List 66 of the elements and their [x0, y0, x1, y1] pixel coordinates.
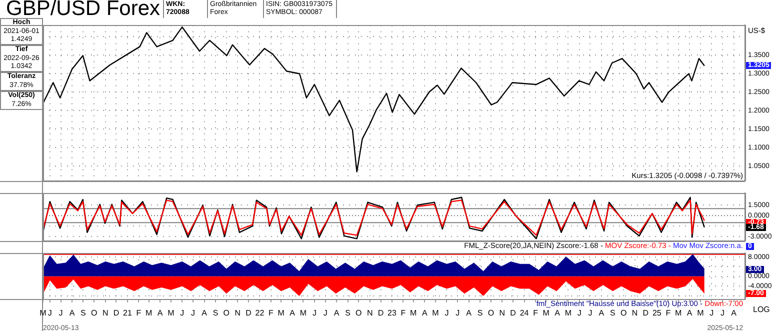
x-tick-label: J	[720, 308, 725, 318]
x-tick-label: S	[345, 308, 350, 318]
x-tick-label: O	[488, 308, 494, 318]
x-tick-label: O	[223, 308, 230, 318]
x-tick-label: F	[268, 308, 274, 318]
x-tick-label: S	[80, 308, 86, 318]
x-tick-label: S	[610, 308, 616, 318]
x-tick-label: M	[674, 308, 682, 318]
x-tick-label: A	[466, 308, 472, 318]
x-tick-label: F	[666, 308, 671, 318]
chart-title: GBP/USD Forex	[6, 0, 160, 20]
x-tick-label: J	[456, 308, 460, 318]
x-tick-label: D	[642, 308, 649, 318]
x-tick-label: M	[410, 308, 418, 318]
x-tick-label: 23	[388, 308, 398, 318]
x-tick-label: M	[145, 308, 152, 318]
x-tick-label: M	[432, 308, 440, 318]
x-tick-label: N	[102, 308, 108, 318]
x-tick-label: O	[356, 308, 362, 318]
x-tick-label: A	[554, 308, 561, 318]
x-tick-label: D	[113, 308, 120, 318]
x-tick-label: J	[444, 308, 449, 318]
x-tick-label: F	[400, 308, 406, 318]
x-tick-label: A	[422, 308, 428, 318]
x-tick-label: J	[58, 308, 63, 318]
x-tick-label: J	[191, 308, 196, 318]
x-tick-label: A	[157, 308, 164, 318]
x-tick-label: J	[323, 308, 328, 318]
x-tick-label: 21	[122, 308, 132, 318]
x-tick-label: D	[510, 308, 516, 318]
x-tick-label: J	[588, 308, 592, 318]
x-tick-label: M	[40, 308, 47, 318]
x-tick-label: J	[710, 308, 714, 318]
x-tick-label: N	[367, 308, 374, 318]
x-tick-label: M	[168, 308, 175, 318]
x-tick-label: S	[477, 308, 483, 318]
x-tick-label: S	[212, 308, 218, 318]
x-tick-label: F	[533, 308, 538, 318]
x-tick-label: A	[686, 308, 693, 318]
x-tick-label: M	[564, 308, 572, 318]
x-tick-label: 22	[255, 308, 265, 318]
x-tick-label: M	[697, 308, 704, 318]
x-tick-label: A	[598, 308, 605, 318]
x-tick-label: M	[278, 308, 285, 318]
x-tick-label: F	[136, 308, 142, 318]
x-tick-label: A	[202, 308, 208, 318]
x-tick-label: D	[378, 308, 384, 318]
x-tick-label: 24	[520, 308, 530, 318]
x-tick-label: D	[246, 308, 252, 318]
x-tick-label: J	[577, 308, 582, 318]
x-tick-label: N	[632, 308, 638, 318]
x-tick-label: O	[620, 308, 627, 318]
x-tick-label: J	[180, 308, 184, 318]
x-tick-label: N	[234, 308, 241, 318]
x-tick-label: J	[48, 308, 52, 318]
x-tick-label: A	[334, 308, 340, 318]
x-tick-label: N	[499, 308, 506, 318]
x-tick-label: A	[69, 308, 76, 318]
x-tick-label: O	[90, 308, 98, 318]
x-tick-label: J	[312, 308, 316, 318]
x-tick-label: A	[731, 308, 738, 318]
x-tick-label: 25	[652, 308, 662, 318]
x-tick-label: A	[290, 308, 296, 318]
x-tick-label: M	[300, 308, 307, 318]
x-tick-label: M	[542, 308, 550, 318]
text: LOG	[753, 305, 770, 314]
